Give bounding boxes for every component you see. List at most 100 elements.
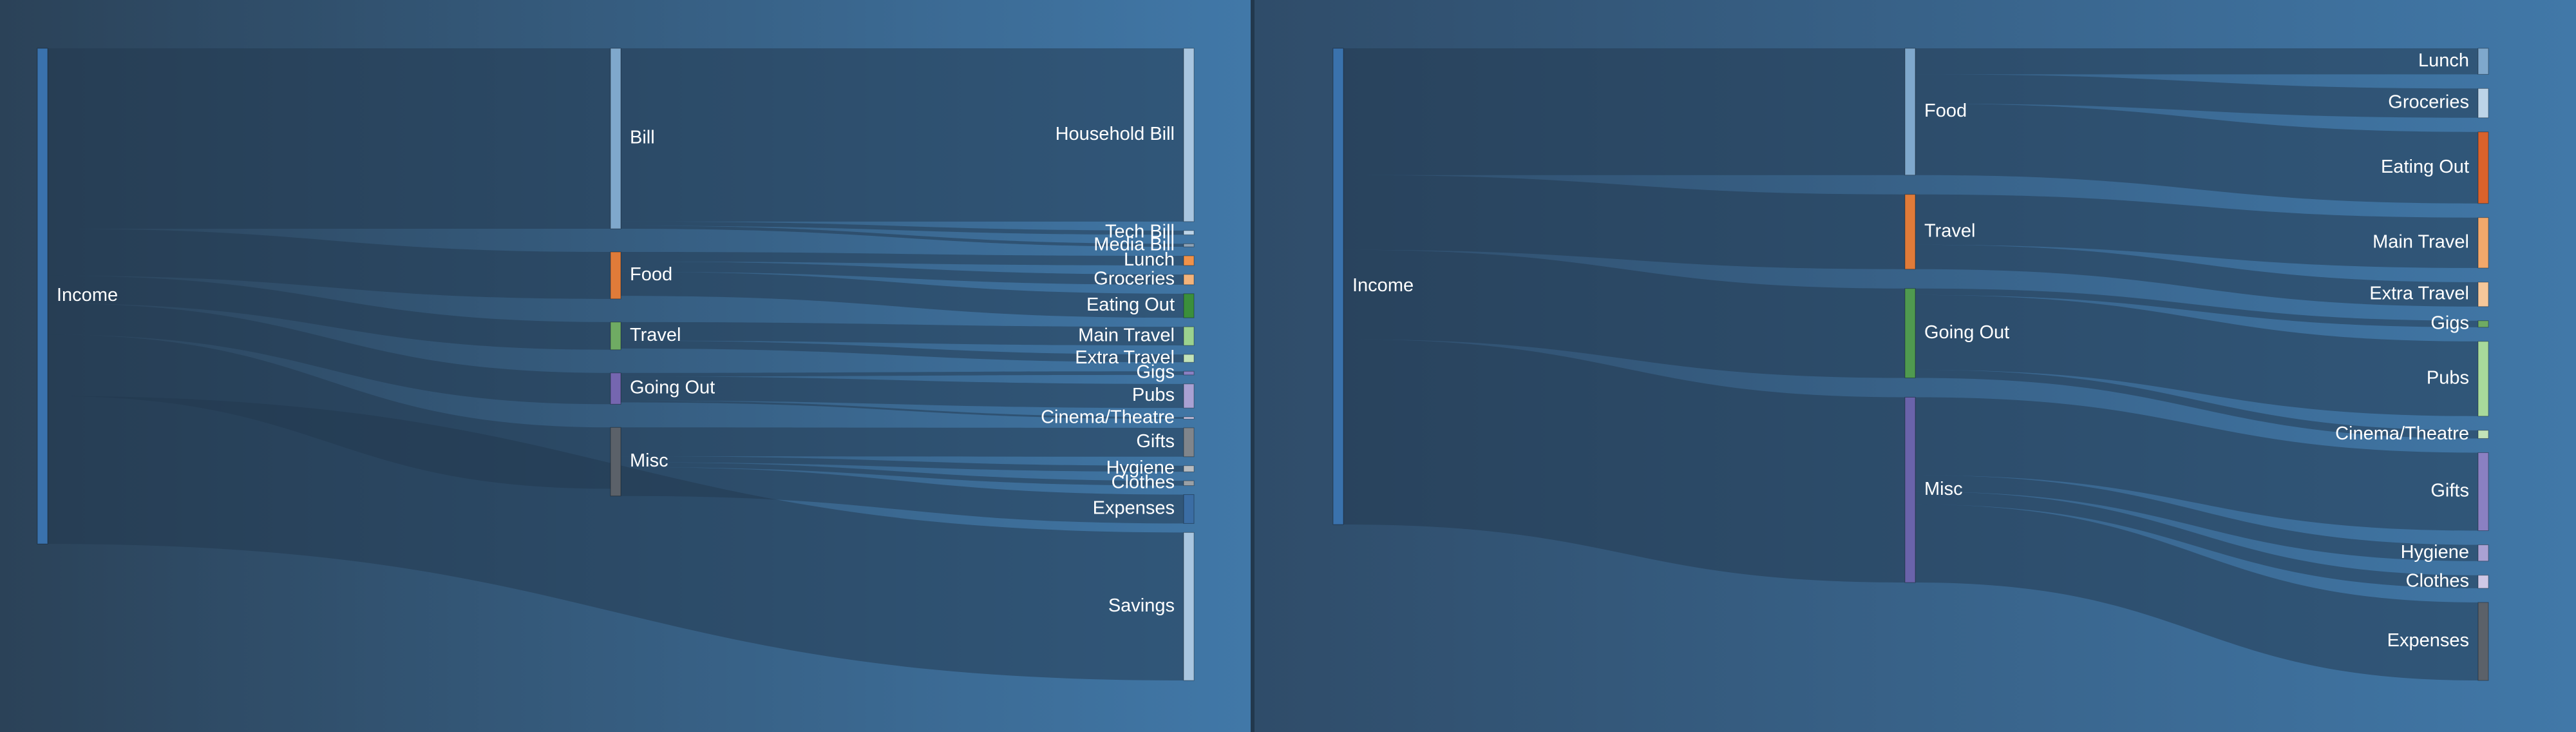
node-pubs[interactable] (1183, 383, 1195, 409)
node-savings[interactable] (1183, 532, 1195, 681)
node-tech-bill[interactable] (1183, 230, 1195, 235)
node-expenses[interactable] (2477, 602, 2489, 681)
link-misc-to-expenses[interactable] (1915, 504, 2478, 680)
link-going-out-to-cinema-theatre[interactable] (1915, 369, 2478, 439)
link-going-out-to-pubs[interactable] (1915, 294, 2478, 416)
node-household-bill[interactable] (1183, 48, 1195, 222)
node-label-pubs: Pubs (1132, 385, 1175, 405)
link-food-to-lunch[interactable] (1915, 48, 2478, 75)
link-going-out-to-gigs[interactable] (621, 371, 1184, 377)
link-going-out-to-cinema-theatre[interactable] (621, 400, 1184, 419)
node-label-travel: Travel (1924, 220, 1976, 241)
link-income-to-travel[interactable] (48, 275, 611, 350)
node-hygiene[interactable] (1183, 465, 1195, 472)
node-label-travel: Travel (630, 325, 681, 345)
node-label-cinema-theatre: Cinema/Theatre (2335, 423, 2469, 444)
node-groceries[interactable] (1183, 274, 1195, 285)
node-lunch[interactable] (2477, 48, 2489, 75)
node-eating-out[interactable] (1183, 293, 1195, 318)
node-gigs[interactable] (1183, 371, 1195, 376)
node-clothes[interactable] (2477, 575, 2489, 589)
node-label-misc: Misc (630, 450, 668, 471)
node-main-travel[interactable] (2477, 217, 2489, 269)
sankey-nodes: Income Bill Food Travel Going Out Misc Househo… (37, 48, 1195, 681)
node-main-travel[interactable] (1183, 326, 1195, 346)
link-bill-to-tech-bill[interactable] (621, 221, 1184, 235)
panel-divider (1251, 0, 1255, 732)
node-label-bill: Bill (630, 128, 655, 148)
link-going-out-to-gigs[interactable] (1915, 288, 2478, 327)
node-gigs[interactable] (2477, 320, 2489, 328)
node-gifts[interactable] (2477, 452, 2489, 532)
node-misc[interactable] (1904, 396, 1916, 583)
node-label-eating-out: Eating Out (1086, 294, 1175, 315)
link-income-to-going-out[interactable] (48, 303, 611, 405)
sankey-nodes: Income Food Travel Going Out Misc Lunch Grocer… (1332, 48, 2489, 681)
node-label-gigs: Gigs (2430, 313, 2469, 333)
link-income-to-going-out[interactable] (1343, 249, 1905, 378)
link-food-to-lunch[interactable] (621, 252, 1184, 265)
node-clothes[interactable] (1183, 480, 1195, 486)
node-expenses[interactable] (1183, 494, 1195, 524)
link-income-to-travel[interactable] (1343, 175, 1905, 269)
node-misc[interactable] (610, 427, 621, 497)
node-bill[interactable] (610, 48, 621, 229)
node-label-tech-bill: Tech Bill (1105, 222, 1175, 242)
link-bill-to-household-bill[interactable] (621, 48, 1184, 222)
node-label-extra-travel: Extra Travel (2369, 283, 2469, 303)
node-eating-out[interactable] (2477, 131, 2489, 204)
node-income[interactable] (37, 48, 48, 544)
node-cinema-theatre[interactable] (2477, 430, 2489, 439)
link-food-to-eating-out[interactable] (1915, 103, 2478, 204)
node-extra-travel[interactable] (2477, 282, 2489, 307)
node-pubs[interactable] (2477, 341, 2489, 417)
node-label-main-travel: Main Travel (1078, 325, 1175, 345)
node-extra-travel[interactable] (1183, 354, 1195, 363)
link-food-to-groceries[interactable] (1915, 74, 2478, 118)
link-travel-to-extra-travel[interactable] (621, 340, 1184, 363)
link-travel-to-main-travel[interactable] (1915, 194, 2478, 268)
link-income-to-bill[interactable] (48, 48, 611, 229)
link-misc-to-clothes[interactable] (621, 462, 1184, 486)
link-misc-to-gifts[interactable] (1915, 397, 2478, 531)
link-food-to-eating-out[interactable] (621, 271, 1184, 318)
link-misc-to-hygiene[interactable] (1915, 475, 2478, 561)
node-label-food: Food (1924, 101, 1967, 121)
node-lunch[interactable] (1183, 255, 1195, 266)
node-groceries[interactable] (2477, 88, 2489, 119)
node-label-gifts: Gifts (2430, 481, 2469, 501)
node-label-hygiene: Hygiene (2401, 542, 2469, 563)
link-bill-to-media-bill[interactable] (621, 226, 1184, 247)
node-label-lunch: Lunch (1124, 249, 1175, 270)
node-media-bill[interactable] (1183, 243, 1195, 247)
link-travel-to-extra-travel[interactable] (1915, 244, 2478, 307)
node-food[interactable] (1904, 48, 1916, 176)
node-going-out[interactable] (1904, 288, 1916, 378)
link-going-out-to-pubs[interactable] (621, 376, 1184, 409)
link-misc-to-hygiene[interactable] (621, 456, 1184, 472)
node-income[interactable] (1332, 48, 1344, 525)
node-travel[interactable] (610, 322, 621, 351)
node-travel[interactable] (1904, 194, 1916, 270)
node-going-out[interactable] (610, 372, 621, 405)
node-label-savings: Savings (1108, 595, 1175, 616)
link-income-to-savings[interactable] (48, 396, 1184, 680)
node-label-income: Income (1352, 275, 1414, 296)
link-misc-to-clothes[interactable] (1915, 491, 2478, 588)
link-income-to-food[interactable] (1343, 48, 1905, 175)
node-label-clothes: Clothes (1112, 472, 1175, 492)
link-misc-to-gifts[interactable] (621, 427, 1184, 457)
node-gifts[interactable] (1183, 427, 1195, 458)
node-label-going-out: Going Out (1924, 322, 2009, 343)
node-hygiene[interactable] (2477, 544, 2489, 562)
link-income-to-food[interactable] (48, 229, 611, 299)
link-food-to-groceries[interactable] (621, 261, 1184, 285)
node-food[interactable] (610, 251, 621, 300)
link-income-to-misc[interactable] (1343, 339, 1905, 583)
node-label-groceries: Groceries (1094, 269, 1175, 289)
node-cinema-theatre[interactable] (1183, 416, 1195, 419)
link-travel-to-main-travel[interactable] (621, 322, 1184, 346)
link-misc-to-expenses[interactable] (621, 467, 1184, 524)
